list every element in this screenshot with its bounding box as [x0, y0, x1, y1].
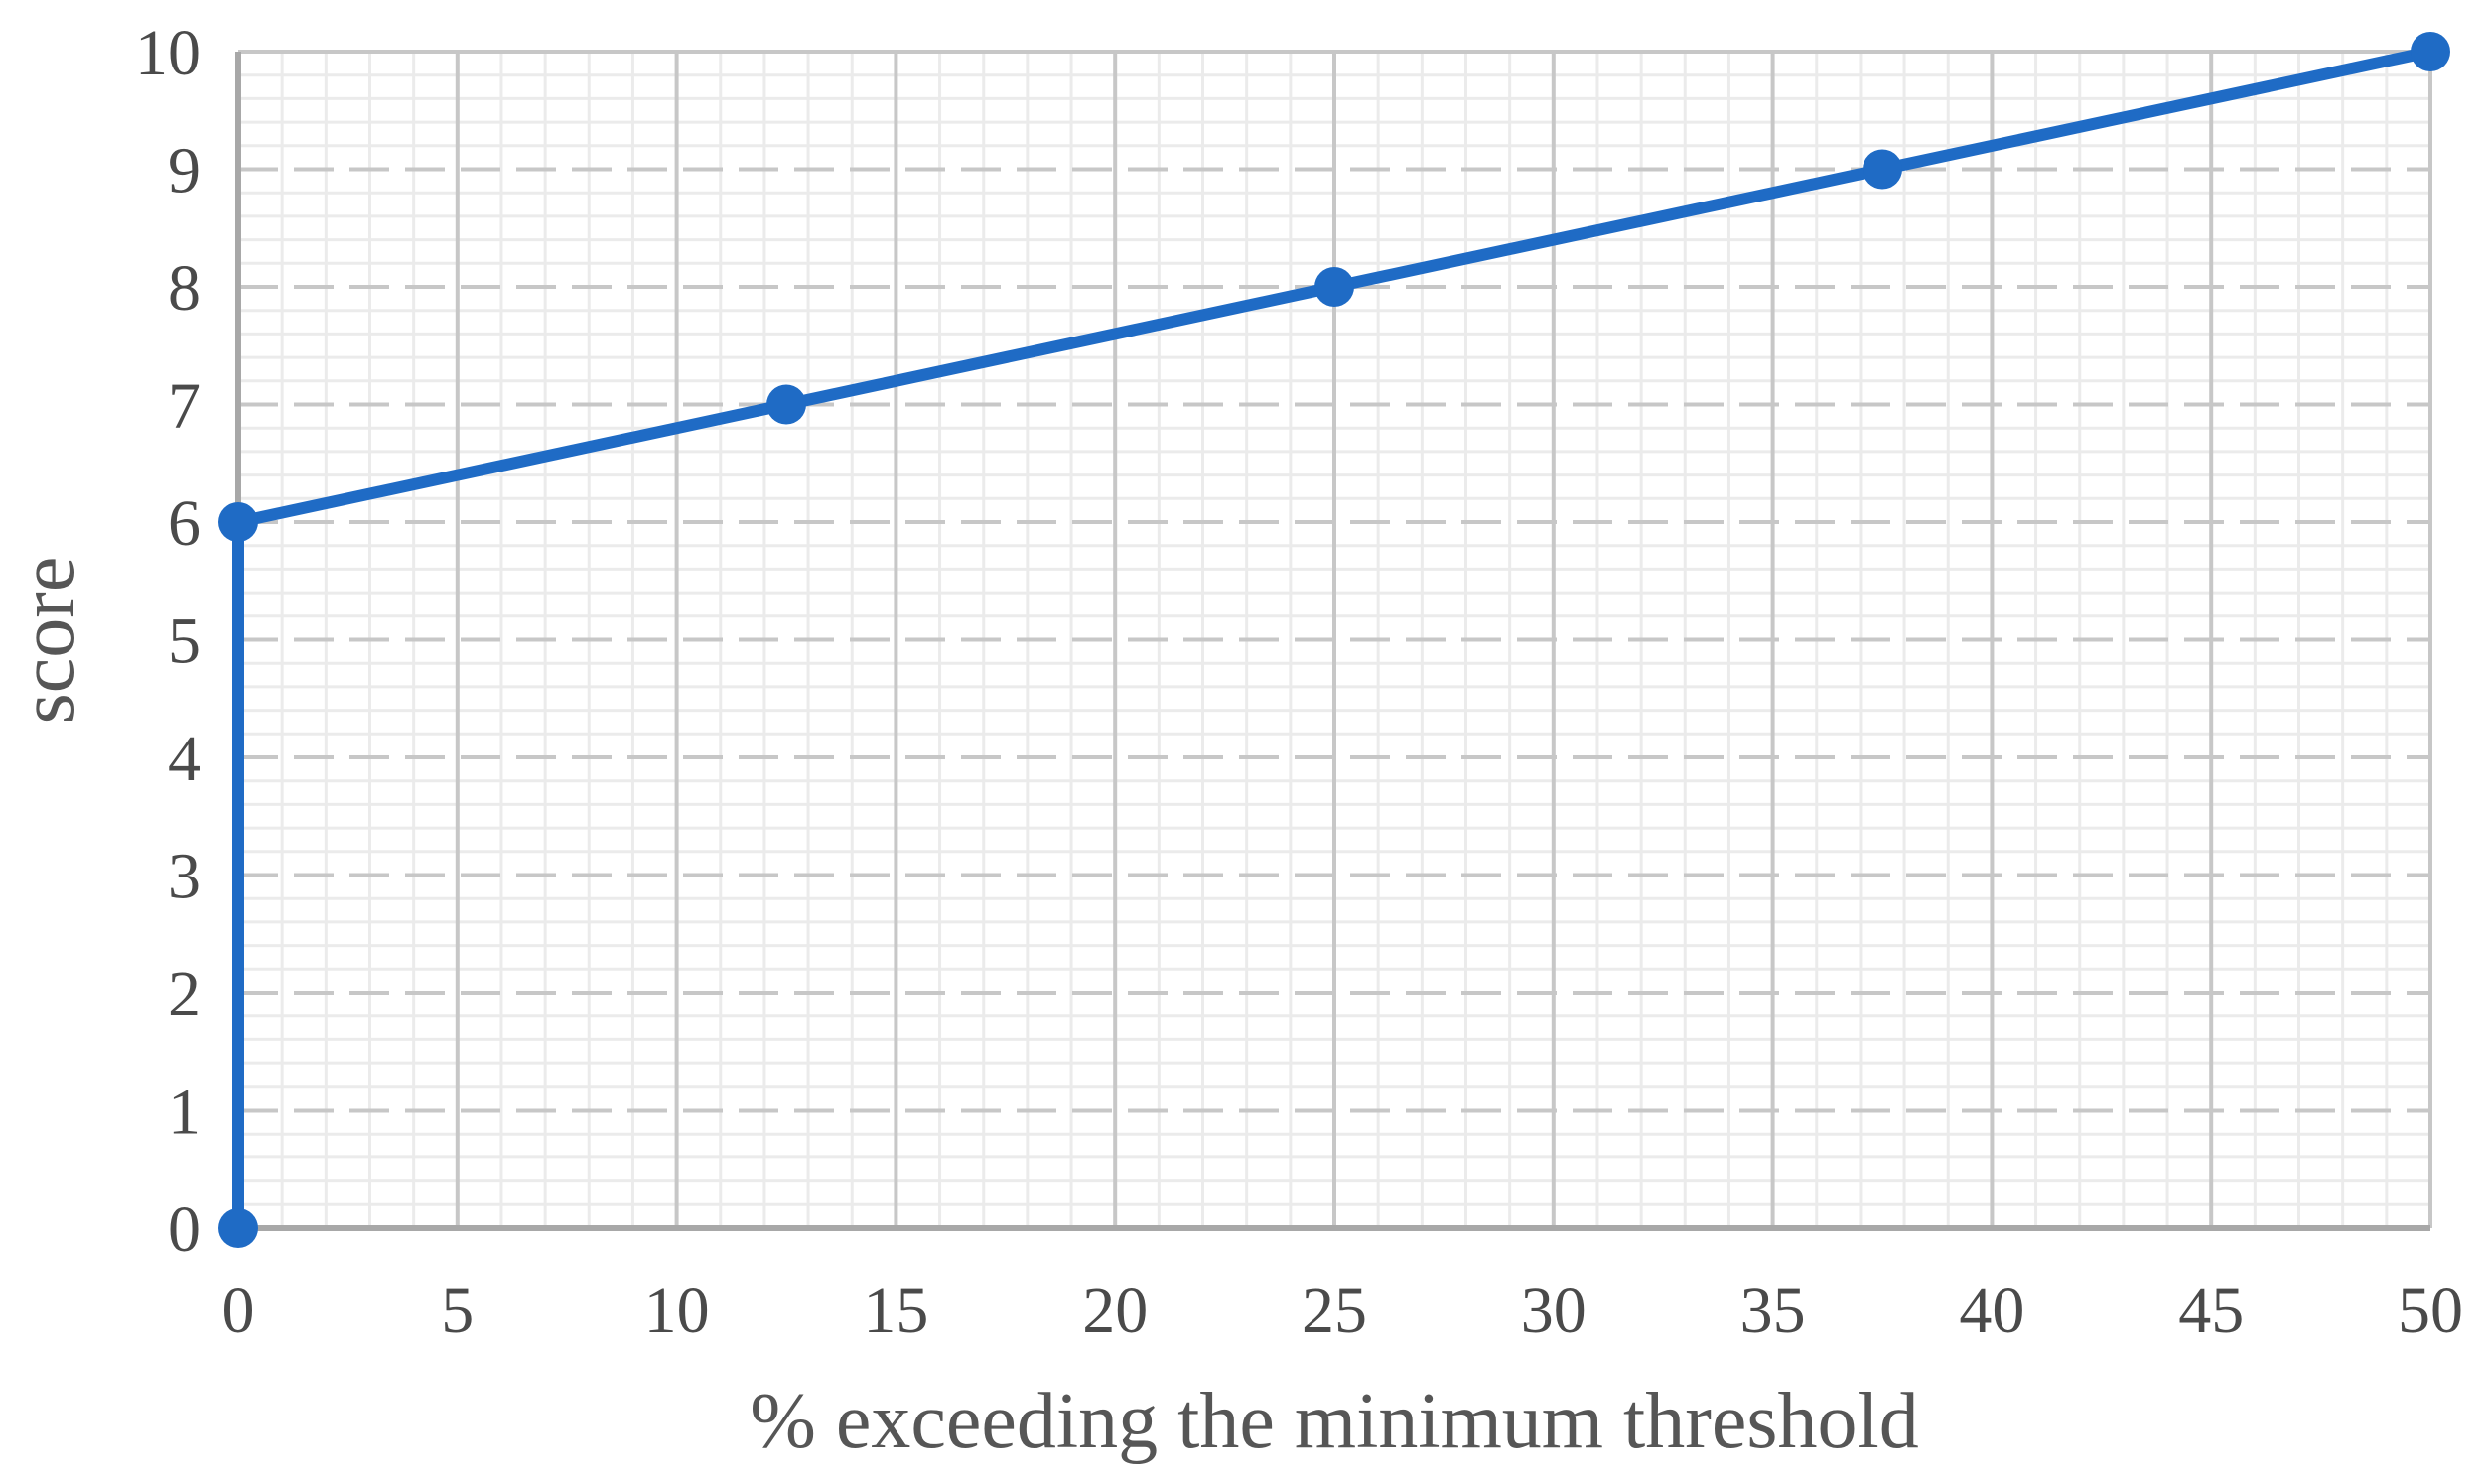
data-series-line [232, 46, 2436, 1234]
y-tick-label: 4 [168, 723, 201, 795]
y-tick-label: 0 [168, 1193, 201, 1266]
x-tick-label: 30 [1521, 1275, 1587, 1347]
x-tick-label: 0 [222, 1275, 255, 1347]
data-point-marker [1314, 267, 1354, 307]
data-point-marker [1863, 149, 1902, 190]
x-axis-title: % exceeding the minimum threshold [750, 1378, 1919, 1465]
x-tick-label: 50 [2398, 1275, 2463, 1347]
x-tick-label: 45 [2178, 1275, 2244, 1347]
y-tick-label: 5 [168, 606, 201, 678]
x-tick-label: 25 [1302, 1275, 1367, 1347]
x-tick-label: 35 [1740, 1275, 1806, 1347]
y-tick-label: 3 [168, 841, 201, 913]
x-tick-label: 20 [1082, 1275, 1148, 1347]
y-tick-label: 9 [168, 135, 201, 207]
y-tick-label: 2 [168, 958, 201, 1030]
y-tick-label: 10 [135, 17, 201, 89]
data-point-marker [218, 502, 258, 542]
y-axis-title: score [4, 556, 91, 725]
y-tick-label: 7 [168, 370, 201, 443]
data-point-marker [218, 1208, 258, 1248]
y-tick-label: 8 [168, 252, 201, 325]
x-tick-label: 10 [644, 1275, 710, 1347]
x-tick-label: 40 [1959, 1275, 2024, 1347]
y-tick-label: 6 [168, 487, 201, 560]
data-point-marker [2411, 32, 2450, 71]
y-tick-label: 1 [168, 1076, 201, 1148]
x-tick-label: 5 [441, 1275, 474, 1347]
data-point-marker [766, 384, 806, 425]
x-tick-label: 15 [863, 1275, 928, 1347]
